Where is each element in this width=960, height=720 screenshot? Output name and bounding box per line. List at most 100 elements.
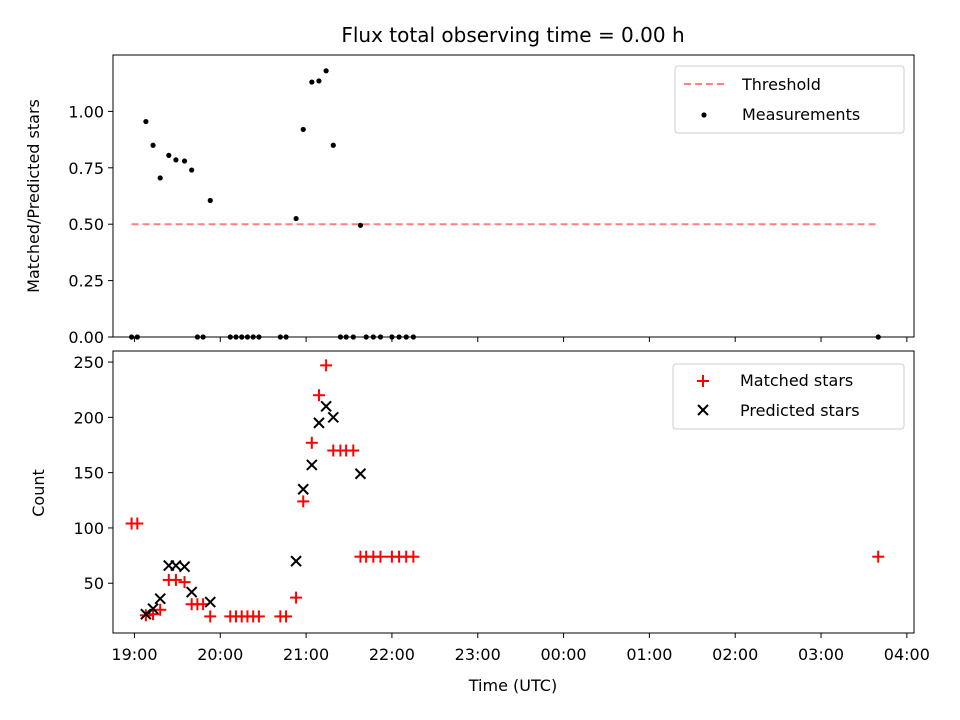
predicted-star-point	[320, 400, 332, 413]
matched-star-point	[252, 610, 265, 623]
bottom-plot-area: 19:00 20:00 21:00 22:00 23:00 00:00 01:00 02:00…	[73, 350, 930, 664]
predicted-star-point	[290, 555, 302, 567]
measurement-point	[200, 334, 206, 340]
measurement-point	[316, 78, 322, 84]
predicted-star-point	[313, 417, 325, 429]
top-y-axis-label: Matched/Predicted stars	[24, 99, 43, 293]
measurement-point	[239, 334, 245, 340]
measurement-point	[283, 334, 289, 340]
measurement-point	[166, 152, 172, 158]
matched-star-point	[312, 389, 325, 402]
bottom-legend-box	[672, 363, 905, 430]
measurement-point	[330, 142, 336, 148]
matched-star-point	[320, 359, 333, 372]
bottom-y-axis-label: Count	[29, 469, 48, 517]
measurement-point	[194, 334, 200, 340]
top-y-tick-label: 0.25	[68, 272, 104, 291]
predicted-star-point	[297, 483, 309, 495]
x-tick-label: 04:00	[884, 645, 930, 664]
legend-threshold-label: Threshold	[741, 75, 821, 94]
bottom-legend: Matched stars Predicted stars	[672, 363, 905, 430]
matched-star-point	[169, 573, 182, 586]
measurement-point	[128, 334, 135, 340]
measurement-point	[256, 334, 262, 340]
matched-star-point	[374, 550, 387, 563]
x-tick-label: 19:00	[111, 645, 157, 664]
matched-star-point	[305, 436, 318, 449]
bottom-y-tick-label: 150	[73, 464, 104, 483]
predicted-star-point	[327, 411, 339, 424]
predicted-star-point	[178, 560, 191, 573]
matched-star-point	[147, 608, 160, 621]
matched-star-point	[131, 517, 144, 530]
matched-star-point	[154, 603, 167, 616]
top-y-tick-label: 0.50	[68, 215, 104, 234]
x-tick-label: 00:00	[541, 645, 587, 664]
measurement-point	[370, 334, 376, 340]
top-plot-frame	[112, 54, 915, 338]
legend-measurements-swatch	[701, 112, 707, 118]
measurement-point	[357, 222, 364, 228]
x-tick-label: 20:00	[197, 645, 243, 664]
measurement-point	[233, 334, 239, 340]
measurement-point	[875, 334, 881, 340]
measurement-point	[377, 334, 384, 340]
matched-star-point	[347, 444, 360, 457]
matched-star-point	[290, 591, 303, 604]
x-axis-label: Time (UTC)	[468, 676, 557, 695]
measurement-point	[323, 68, 329, 74]
x-tick-label: 03:00	[798, 645, 844, 664]
matched-star-point	[280, 610, 293, 623]
measurement-point	[293, 215, 299, 222]
legend-measurements-label: Measurements	[742, 105, 860, 124]
chart-title: Flux total observing time = 0.00 h	[341, 23, 684, 47]
predicted-star-point	[204, 596, 216, 608]
measurement-point	[181, 158, 188, 164]
measurement-point	[150, 142, 156, 148]
matched-star-point	[297, 495, 310, 508]
measurement-point	[410, 334, 416, 340]
matched-star-point	[204, 610, 217, 623]
x-tick-label: 21:00	[283, 645, 329, 664]
x-tick-label: 02:00	[712, 645, 758, 664]
x-tick-label: 22:00	[369, 645, 415, 664]
top-legend: Threshold Measurements	[674, 65, 905, 134]
x-tick-label: 23:00	[455, 645, 501, 664]
matched-star-point	[407, 550, 420, 563]
measurement-point	[403, 334, 409, 340]
measurement-point	[143, 118, 149, 125]
bottom-plot-frame	[112, 350, 915, 634]
legend-matched-swatch	[697, 375, 709, 387]
measurement-point	[244, 334, 251, 340]
measurement-point	[300, 126, 306, 133]
top-legend-box	[674, 65, 905, 134]
measurement-point	[350, 334, 356, 340]
predicted-star-point	[306, 459, 318, 471]
matched-star-point	[178, 576, 191, 589]
predicted-star-point	[354, 468, 367, 480]
bottom-y-tick-label: 200	[73, 408, 104, 427]
measurement-point	[189, 167, 195, 173]
top-y-tick-label: 0.00	[68, 328, 104, 347]
bottom-y-tick-label: 100	[73, 519, 104, 538]
measurement-point	[250, 334, 256, 340]
predicted-star-point	[147, 602, 159, 615]
measurement-point	[309, 79, 315, 85]
measurement-point	[173, 157, 179, 163]
top-y-tick-label: 1.00	[68, 102, 104, 121]
top-y-tick-label: 0.75	[68, 159, 104, 178]
legend-predicted-swatch	[697, 404, 709, 416]
top-plot-area: 0.00 0.25 0.50 0.75 1.00	[68, 54, 915, 347]
measurement-point	[337, 334, 344, 340]
legend-matched-label: Matched stars	[740, 371, 853, 390]
matched-star-point	[872, 550, 885, 563]
measurement-point	[277, 334, 283, 340]
measurement-point	[157, 175, 163, 181]
x-tick-label: 01:00	[626, 645, 672, 664]
bottom-y-tick-label: 50	[84, 574, 104, 593]
bottom-y-tick-label: 250	[73, 353, 104, 372]
measurement-point	[207, 197, 213, 204]
measurement-point	[343, 334, 349, 340]
measurement-point	[389, 334, 395, 340]
